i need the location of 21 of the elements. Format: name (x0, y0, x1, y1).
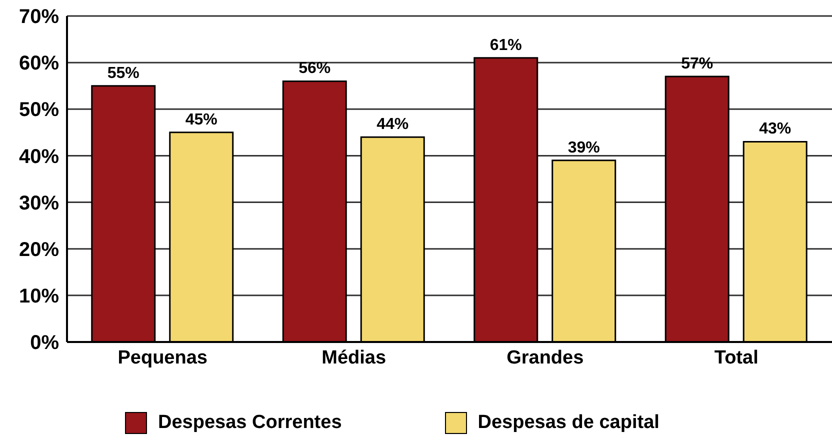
data-label: 45% (185, 111, 218, 128)
data-label: 43% (759, 120, 792, 138)
y-tick-label: 10% (18, 286, 60, 308)
x-tick-label: Grandes (506, 347, 584, 368)
data-label: 56% (298, 60, 331, 78)
y-tick-label: 30% (18, 192, 60, 214)
y-tick-label: 40% (18, 146, 60, 168)
data-label: 39% (568, 139, 600, 156)
data-label: 61% (490, 36, 522, 54)
legend-label: Despesas Correntes (158, 412, 342, 434)
x-tick-label: Pequenas (118, 347, 208, 368)
x-tick-label: Médias (322, 347, 386, 368)
data-label: 44% (376, 116, 409, 134)
y-tick-label: 20% (18, 238, 60, 261)
y-tick-label: 0% (30, 332, 60, 354)
y-tick-label: 70% (18, 6, 60, 28)
y-tick-label: 50% (18, 99, 60, 122)
data-label: 55% (107, 64, 140, 82)
y-tick-label: 60% (18, 52, 60, 75)
legend-label: Despesas de capital (478, 412, 660, 434)
x-tick-label: Total (714, 347, 758, 368)
